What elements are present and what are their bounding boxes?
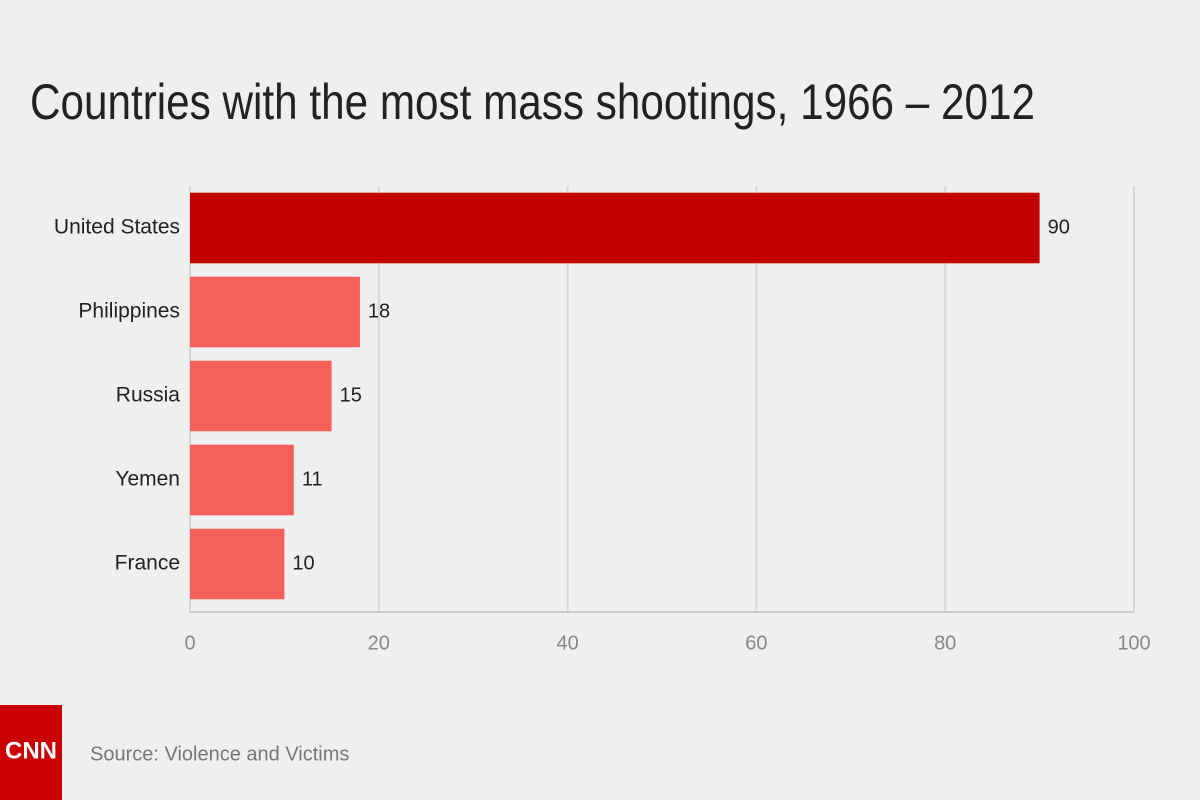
x-tick-label: 60: [745, 632, 767, 654]
x-tick-label: 20: [368, 632, 390, 654]
y-tick-label: Philippines: [78, 300, 180, 323]
y-tick-label: Russia: [116, 384, 181, 407]
chart-title: Countries with the most mass shootings, …: [30, 74, 1035, 130]
y-tick-label: United States: [54, 216, 180, 239]
logo: CNN: [5, 737, 57, 764]
x-tick-label: 0: [184, 632, 195, 654]
x-tick-label: 40: [556, 632, 578, 654]
y-tick-label: Yemen: [115, 468, 180, 491]
bar: [190, 192, 1040, 264]
bar: [190, 528, 285, 600]
value-label: 11: [302, 468, 323, 490]
value-label: 15: [340, 384, 362, 406]
y-tick-label: France: [115, 552, 180, 575]
value-label: 10: [292, 552, 314, 574]
logo-box: [0, 705, 62, 800]
x-tick-label: 100: [1117, 632, 1150, 654]
value-label: 18: [368, 300, 390, 322]
bar: [190, 276, 360, 348]
x-tick-label: 80: [934, 632, 956, 654]
source: Source: Violence and Victims: [90, 743, 349, 765]
value-label: 90: [1048, 216, 1070, 238]
bar: [190, 444, 294, 516]
bar: [190, 360, 332, 432]
